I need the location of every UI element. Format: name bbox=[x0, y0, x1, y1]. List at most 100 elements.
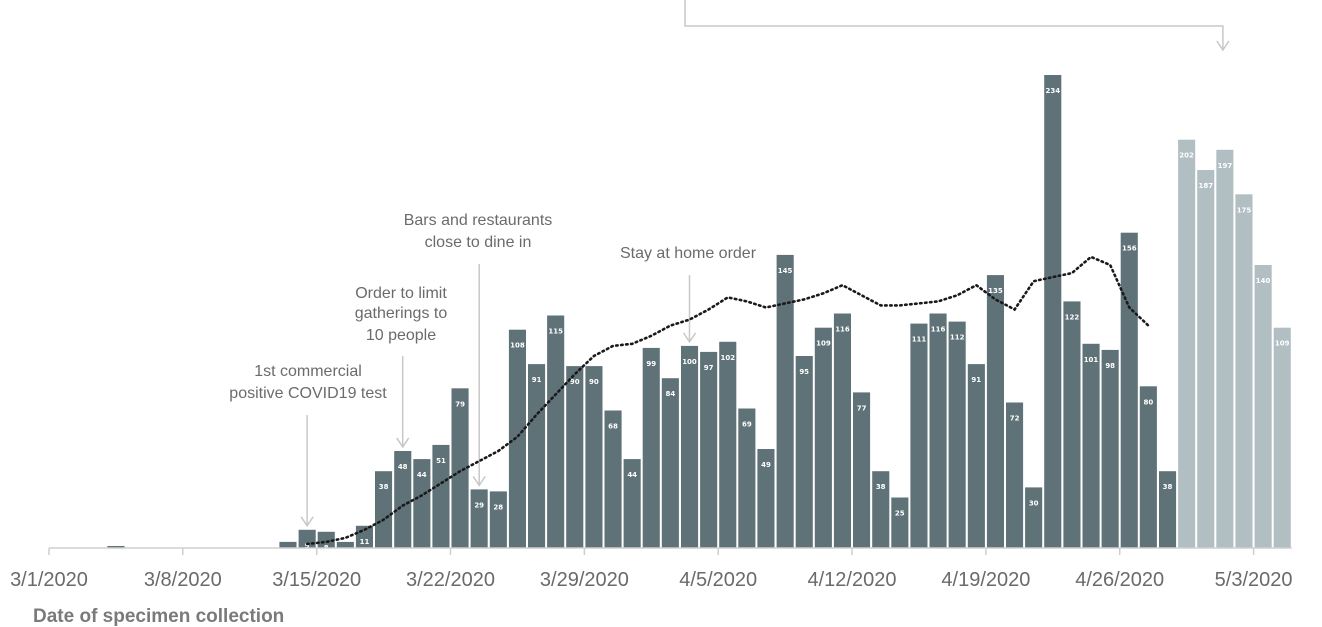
annotation-1: 1st commercial positive COVID19 test bbox=[229, 363, 387, 528]
x-tick-label: 5/3/2020 bbox=[1215, 569, 1293, 591]
bar-value-label: 145 bbox=[778, 267, 793, 275]
bar-5-4-2020 bbox=[1273, 327, 1291, 548]
bar-3-25-2020 bbox=[508, 329, 526, 548]
bar-3-26-2020 bbox=[528, 364, 546, 548]
bar-3-31-2020 bbox=[623, 459, 641, 548]
moving-average-trend-line bbox=[305, 255, 1150, 546]
bar-value-label: 135 bbox=[988, 287, 1003, 295]
bar-value-label: 99 bbox=[646, 360, 656, 368]
bar-4-29-2020 bbox=[1178, 139, 1196, 548]
annotation-bracket-line bbox=[684, 0, 1224, 50]
bar-3-4-2020 bbox=[107, 546, 125, 548]
bar-value-label: 79 bbox=[455, 400, 465, 408]
bar-3-22-2020 bbox=[451, 388, 469, 548]
bar-4-3-2020 bbox=[681, 345, 699, 548]
bar-value-label: 109 bbox=[816, 340, 831, 348]
bar-value-label: 122 bbox=[1065, 313, 1080, 321]
bar-value-label: 90 bbox=[589, 378, 599, 386]
x-tick-label: 4/19/2020 bbox=[941, 569, 1030, 591]
annotation-arrowhead bbox=[1216, 40, 1230, 52]
bar-4-26-2020 bbox=[1120, 232, 1138, 548]
bar-4-11-2020 bbox=[833, 313, 851, 548]
annotation-text: gatherings to bbox=[355, 305, 448, 322]
x-tick-label: 4/5/2020 bbox=[679, 569, 757, 591]
bar-value-label: 9 bbox=[305, 542, 310, 550]
bar-5-2-2020 bbox=[1235, 194, 1253, 549]
bar-3-29-2020 bbox=[585, 366, 603, 548]
bar-4-4-2020 bbox=[700, 351, 718, 548]
annotation-text: 1st commercial bbox=[254, 363, 362, 380]
x-tick-label: 3/22/2020 bbox=[406, 569, 495, 591]
bar-3-21-2020 bbox=[432, 444, 450, 548]
annotation-arrowhead bbox=[396, 437, 410, 449]
bar-4-27-2020 bbox=[1139, 386, 1157, 548]
annotation-5 bbox=[684, 0, 1230, 52]
bar-4-12-2020 bbox=[853, 392, 871, 548]
bar-value-label: 49 bbox=[761, 461, 771, 469]
annotation-text: Stay at home order bbox=[620, 245, 757, 262]
bar-4-7-2020 bbox=[757, 449, 775, 548]
bar-value-label: 48 bbox=[398, 463, 408, 471]
bar-value-label: 38 bbox=[876, 483, 886, 491]
bar-3-19-2020 bbox=[394, 451, 412, 548]
bar-3-20-2020 bbox=[413, 459, 431, 548]
bar-value-label: 116 bbox=[931, 326, 946, 334]
bar-3-13-2020 bbox=[279, 541, 297, 548]
bar-4-2-2020 bbox=[661, 378, 679, 548]
bar-4-19-2020 bbox=[986, 275, 1004, 548]
bar-value-label: 95 bbox=[799, 368, 809, 376]
bar-4-23-2020 bbox=[1063, 301, 1081, 548]
bar-value-label: 91 bbox=[971, 376, 981, 384]
bar-5-1-2020 bbox=[1216, 149, 1234, 549]
bar-3-18-2020 bbox=[375, 471, 393, 548]
bar-4-15-2020 bbox=[910, 323, 928, 548]
bar-4-30-2020 bbox=[1197, 170, 1215, 548]
bar-4-6-2020 bbox=[738, 408, 756, 548]
bar-3-27-2020 bbox=[547, 315, 565, 548]
bar-4-17-2020 bbox=[948, 321, 966, 548]
bar-value-label: 68 bbox=[608, 423, 618, 431]
bar-3-16-2020 bbox=[336, 541, 354, 548]
bar-4-9-2020 bbox=[795, 356, 813, 548]
bar-value-label: 51 bbox=[436, 457, 446, 465]
bar-value-label: 38 bbox=[379, 483, 389, 491]
annotation-3: Bars and restaurants close to dine in bbox=[404, 212, 552, 487]
x-axis: 3/1/2020 3/8/2020 3/15/2020 3/22/2020 3/29/2… bbox=[10, 547, 1293, 591]
bar-4-21-2020 bbox=[1025, 487, 1043, 548]
bar-value-label: 72 bbox=[1010, 415, 1020, 423]
bar-value-label: 111 bbox=[912, 336, 927, 344]
bar-value-label: 29 bbox=[474, 501, 484, 509]
annotation-text: 10 people bbox=[366, 327, 436, 344]
bar-value-label: 98 bbox=[1105, 362, 1115, 370]
bar-4-8-2020 bbox=[776, 254, 794, 548]
annotation-text: positive COVID19 test bbox=[229, 385, 387, 402]
bar-3-24-2020 bbox=[489, 491, 507, 548]
bar-value-label: 115 bbox=[548, 328, 563, 336]
bar-value-label: 156 bbox=[1122, 245, 1137, 253]
bar-4-1-2020 bbox=[642, 347, 660, 548]
annotation-2: Order to limit gatherings to 10 people bbox=[355, 285, 448, 449]
bar-value-label: 102 bbox=[720, 354, 735, 362]
bar-value-label: 38 bbox=[1163, 483, 1173, 491]
bar-value-label: 28 bbox=[493, 503, 503, 511]
bar-4-13-2020 bbox=[872, 471, 890, 548]
annotation-arrowhead bbox=[300, 516, 314, 528]
bars-layer: 98 11 38 48 44 51 79 29 28 108 91 115 90 90 68 44 99 84 10… bbox=[107, 75, 1291, 552]
x-tick-label: 3/15/2020 bbox=[272, 569, 361, 591]
bar-value-label: 69 bbox=[742, 421, 752, 429]
bar-value-label: 90 bbox=[570, 378, 580, 386]
bar-4-18-2020 bbox=[967, 364, 985, 548]
bar-4-16-2020 bbox=[929, 313, 947, 548]
bar-value-label: 109 bbox=[1275, 340, 1290, 348]
annotation-text: close to dine in bbox=[425, 234, 532, 251]
bar-value-label: 108 bbox=[510, 342, 525, 350]
bar-value-label: 116 bbox=[835, 326, 850, 334]
annotation-4: Stay at home order bbox=[620, 245, 757, 344]
bar-value-label: 25 bbox=[895, 510, 905, 518]
bar-value-label: 202 bbox=[1179, 152, 1194, 160]
bar-value-label: 44 bbox=[627, 471, 637, 479]
bar-value-label: 187 bbox=[1198, 182, 1213, 190]
bar-value-label: 44 bbox=[417, 471, 427, 479]
